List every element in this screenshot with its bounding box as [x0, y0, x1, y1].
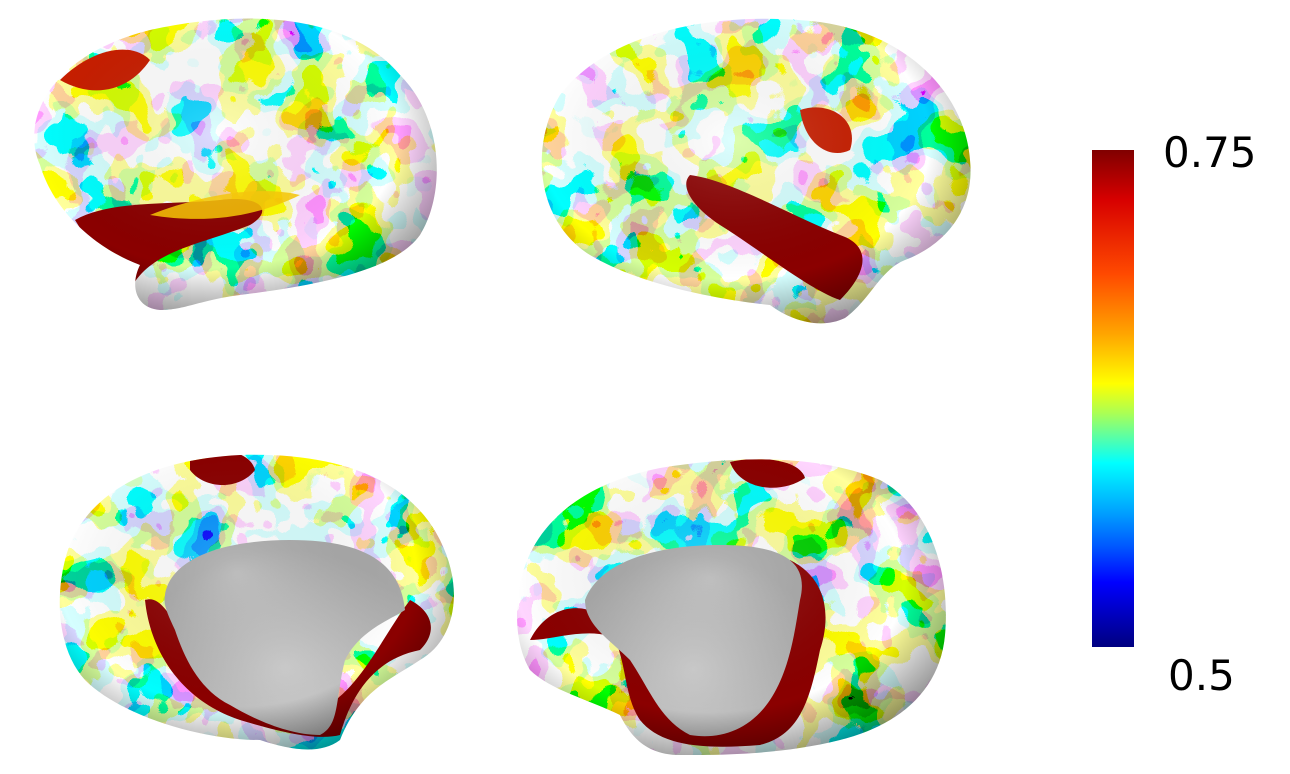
- right-medial-hemisphere: [517, 459, 946, 755]
- left-lateral-hemisphere: [34, 18, 437, 311]
- right-lateral-hemisphere: [541, 18, 971, 324]
- colorbar: [1092, 150, 1134, 647]
- left-medial-hemisphere: [59, 454, 454, 750]
- colorbar-max-label: 0.75: [1163, 128, 1257, 177]
- colorbar-min-label: 0.5: [1168, 651, 1235, 700]
